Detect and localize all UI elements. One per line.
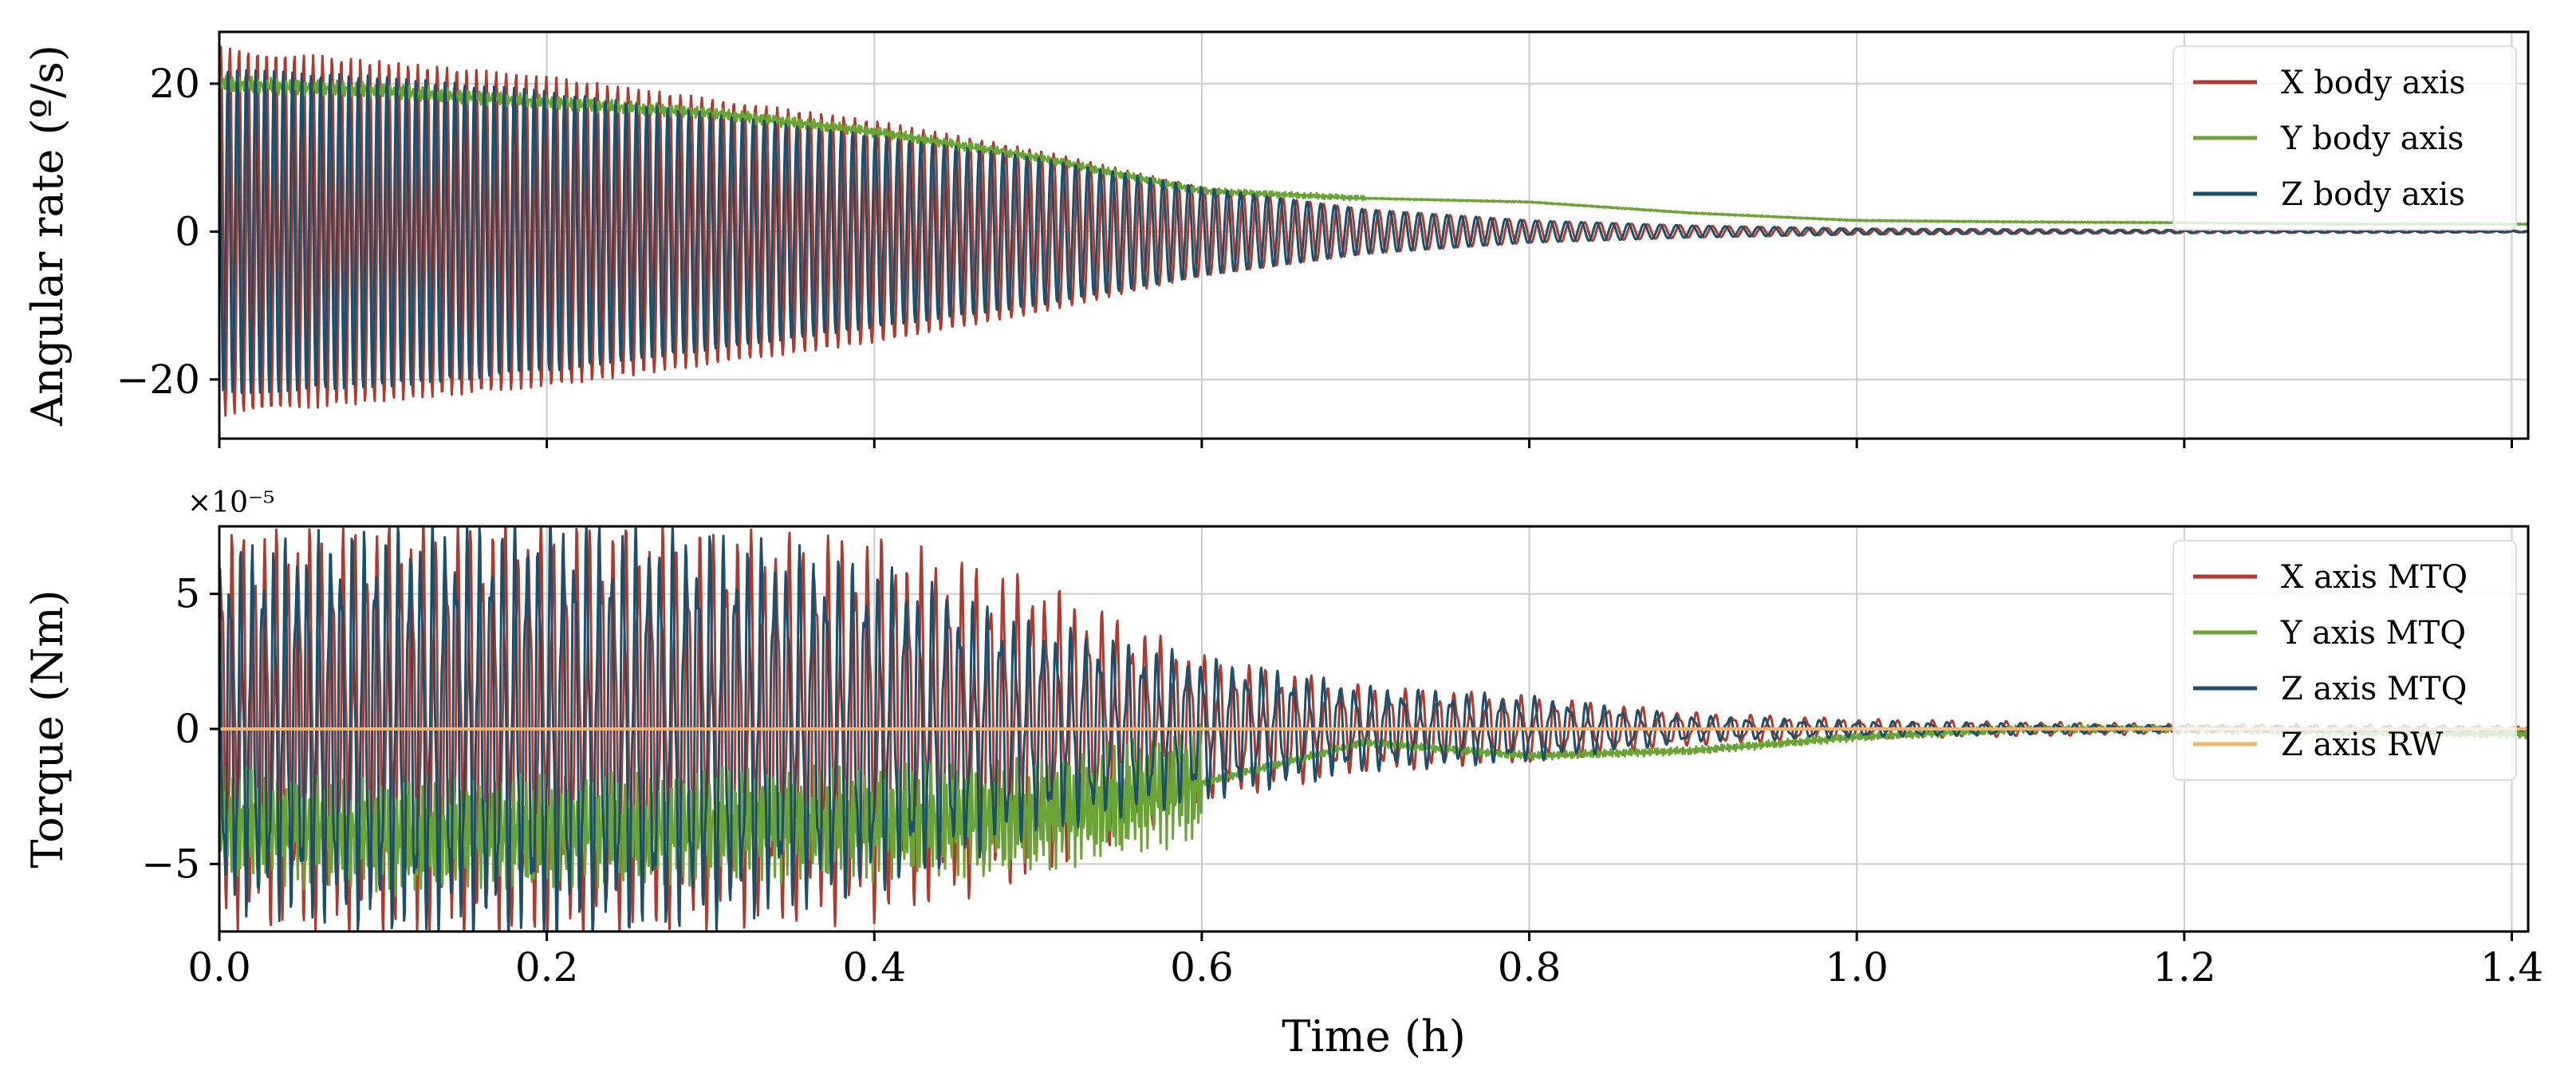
y-tick-label: −5 (141, 841, 200, 887)
legend-label: X body axis (2281, 65, 2466, 101)
y-offset-label: ×10⁻⁵ (187, 486, 274, 519)
y-tick-label: 5 (175, 571, 200, 617)
y-axis-label: Angular rate (º/s) (22, 45, 73, 427)
x-tick-label: 0.4 (843, 944, 907, 991)
legend-box (2172, 45, 2517, 230)
axes-frame (218, 30, 2530, 440)
series-line-z-body-axis (219, 69, 2528, 394)
legend-label: Z axis MTQ (2281, 671, 2467, 707)
x-tick-label: 1.2 (2153, 944, 2216, 991)
x-tick-label: 0.6 (1170, 944, 1234, 991)
legend-label: Y axis MTQ (2280, 615, 2466, 652)
torque-panel: 0.0 0.2 0.4 0.6 0.8 1.0 1.2 1.4 5 0 −5 Torque (Nm) T… (22, 486, 2543, 1061)
series-line-x-axis-mtq (219, 526, 2528, 931)
x-tick-label: 1.4 (2480, 944, 2544, 991)
y-tick-label: 0 (175, 208, 200, 254)
legend-box (2172, 540, 2517, 781)
x-tick-label: 0.8 (1498, 944, 1562, 991)
series-group (219, 45, 2528, 417)
legend-label: Z body axis (2281, 176, 2465, 213)
y-axis-label: Torque (Nm) (22, 589, 73, 868)
x-tick-label: 0.2 (515, 944, 579, 991)
legend-label: Z axis RW (2281, 727, 2443, 763)
x-tick-label: 0.0 (187, 944, 251, 991)
y-tick-label: −20 (116, 356, 200, 403)
series-group (219, 526, 2528, 931)
legend-label: Y body axis (2280, 120, 2464, 157)
legend-label: X axis MTQ (2281, 559, 2468, 596)
y-tick-label: 20 (149, 61, 200, 107)
x-tick-label: 1.0 (1825, 944, 1889, 991)
y-tick-label: 0 (175, 706, 200, 752)
angular-rate-panel: 20 0 −20 Angular rate (º/s) X body axis Y bod… (22, 30, 2530, 448)
x-axis-label: Time (h) (1282, 1011, 1466, 1061)
